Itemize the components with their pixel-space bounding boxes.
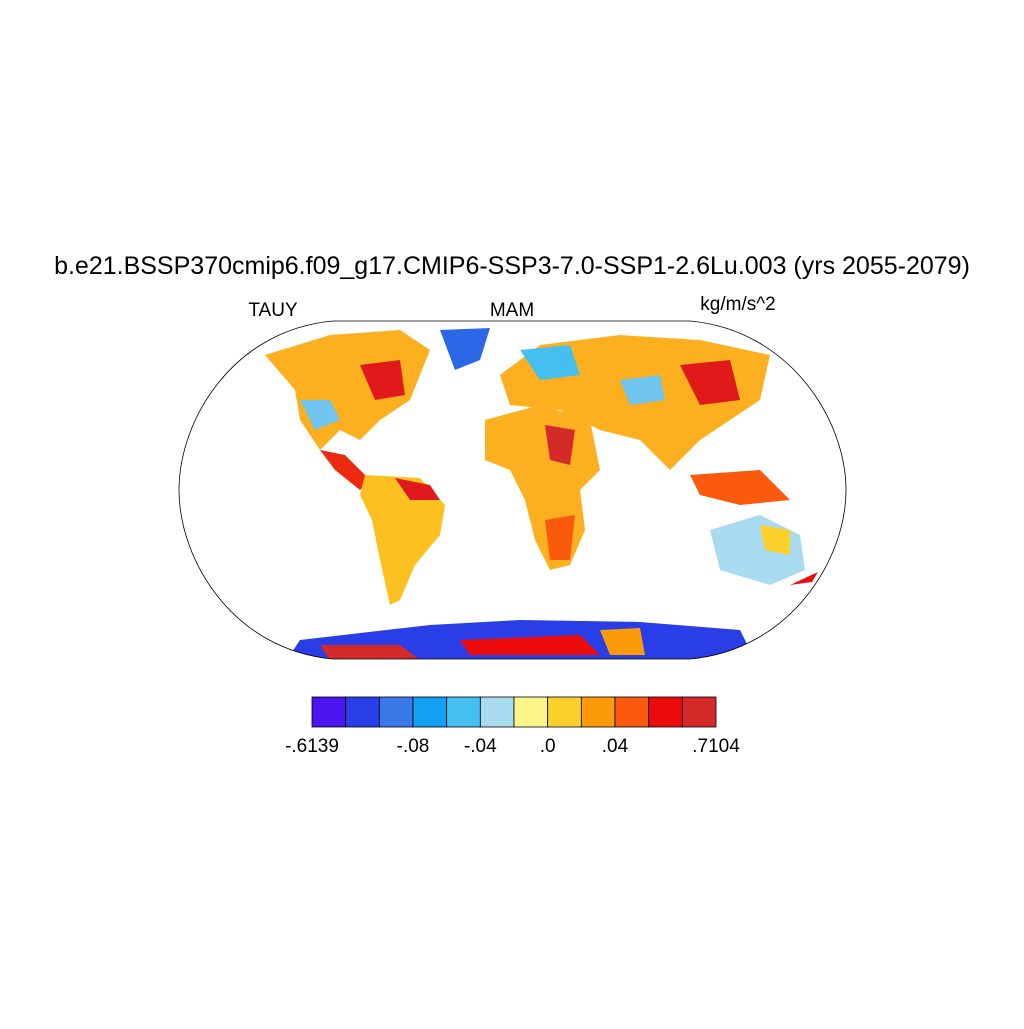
colorbar-box	[648, 696, 683, 728]
colorbar-box	[547, 696, 582, 728]
map	[178, 320, 847, 660]
right-label: kg/m/s^2	[700, 294, 775, 315]
colorbar: -.6139 -.08 -.04 .0 .04 .7104	[285, 696, 740, 757]
colorbar-box	[479, 696, 515, 728]
colorbar-box	[614, 696, 650, 728]
colorbar-box	[580, 696, 616, 728]
colorbar-box	[681, 696, 717, 728]
colorbar-box	[378, 696, 414, 728]
colorbar-label: -.04	[464, 736, 497, 757]
colorbar-label: .7104	[692, 736, 740, 757]
colorbar-label: .0	[540, 736, 556, 757]
title: b.e21.BSSP370cmip6.f09_g17.CMIP6-SSP3-7.…	[54, 252, 970, 280]
left-label: TAUY	[248, 300, 298, 321]
colorbar-box	[311, 696, 347, 728]
colorbar-box	[446, 696, 481, 728]
colorbar-box	[513, 696, 549, 728]
colorbar-box	[345, 696, 380, 728]
center-label: MAM	[490, 300, 534, 321]
colorbar-box	[412, 696, 448, 728]
colorbar-label: -.08	[397, 736, 430, 757]
colorbar-label: -.6139	[285, 736, 339, 757]
colorbar-label: .04	[602, 736, 629, 757]
